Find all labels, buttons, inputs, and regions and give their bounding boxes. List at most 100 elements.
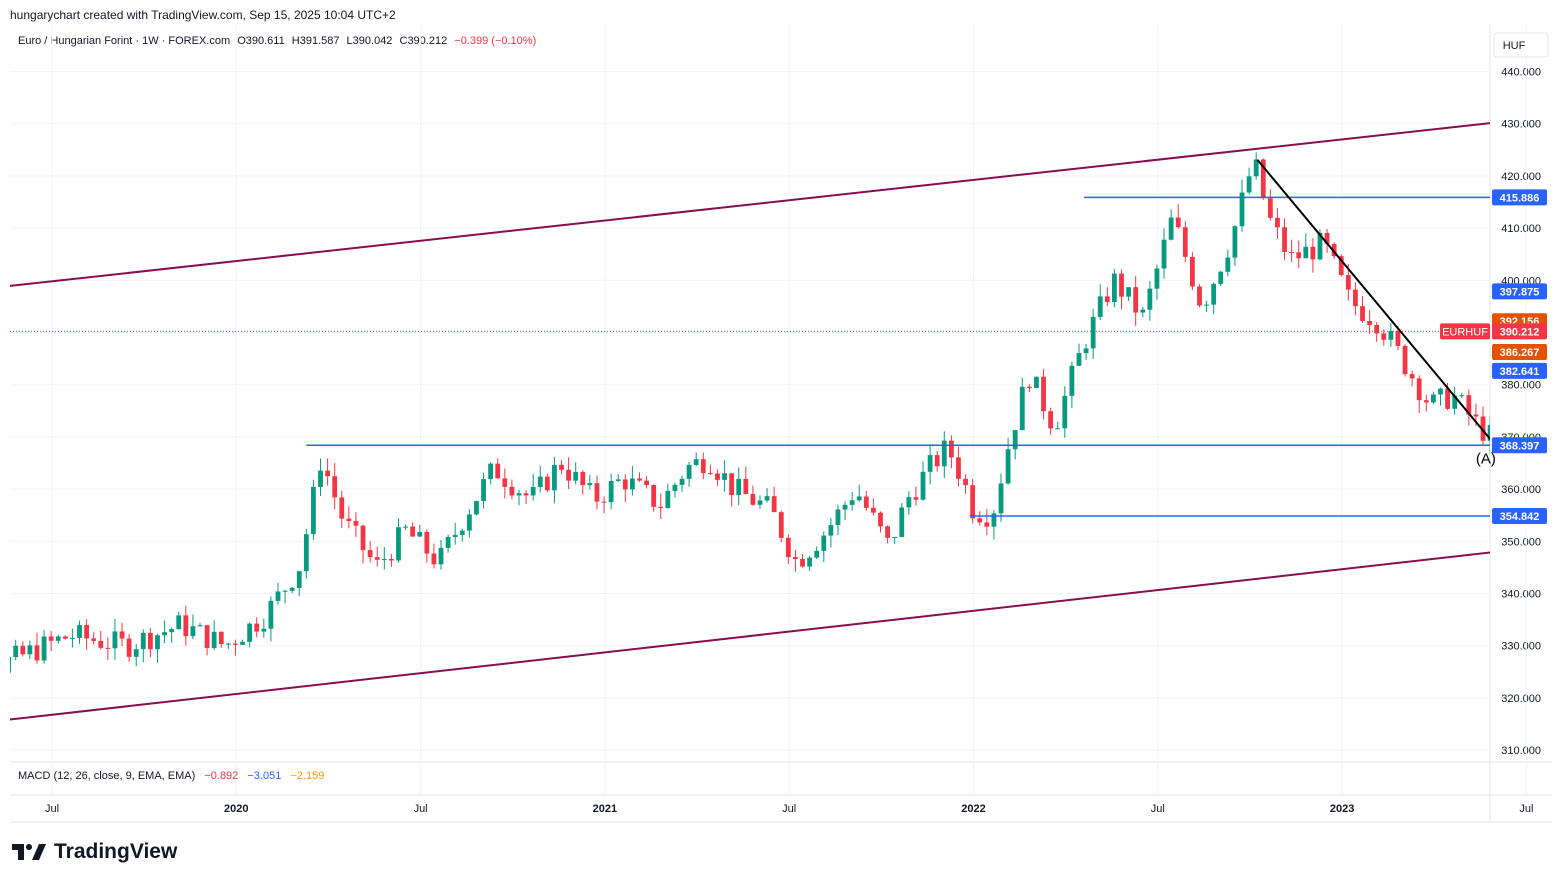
candle-body bbox=[466, 514, 472, 531]
candle-body bbox=[176, 615, 182, 630]
price-tick-label: 330.000 bbox=[1501, 641, 1541, 653]
candle-body bbox=[1331, 243, 1337, 257]
candle-body bbox=[1381, 333, 1387, 340]
candle-body bbox=[55, 636, 61, 641]
candle-body bbox=[1147, 288, 1153, 310]
candle-body bbox=[566, 469, 572, 481]
symbol-tag-bg bbox=[1440, 323, 1490, 340]
candle-body bbox=[268, 600, 274, 629]
candle-body bbox=[41, 636, 47, 661]
price-tick-label: 420.000 bbox=[1501, 171, 1541, 183]
candle-body bbox=[247, 623, 253, 642]
candle-body bbox=[1026, 386, 1032, 388]
candle-body bbox=[1218, 271, 1224, 284]
candle-body bbox=[1473, 414, 1479, 417]
symbol-name[interactable]: Euro / Hungarian Forint · 1W · FOREX.com bbox=[18, 35, 231, 47]
candle-body bbox=[963, 478, 968, 486]
candle-body bbox=[700, 459, 706, 474]
candle-body bbox=[48, 636, 54, 641]
candle-body bbox=[481, 479, 486, 502]
candle-body bbox=[1289, 251, 1295, 253]
candle-body bbox=[303, 534, 309, 572]
candle-body bbox=[417, 531, 423, 537]
candle-body bbox=[1062, 395, 1068, 429]
candle-body bbox=[70, 637, 75, 639]
price-axis-label: 390.212 bbox=[1500, 326, 1540, 338]
macd-label[interactable]: MACD (12, 26, close, 9, EMA, EMA) bbox=[18, 770, 196, 782]
candle-body bbox=[1416, 378, 1422, 401]
tradingview-logo[interactable]: TradingView bbox=[12, 840, 177, 864]
candle-body bbox=[913, 497, 919, 500]
candle-body bbox=[899, 507, 905, 537]
candle-body bbox=[133, 649, 139, 657]
candle-body bbox=[1154, 268, 1160, 289]
candle-body bbox=[771, 496, 777, 513]
low-value: L390.042 bbox=[346, 35, 393, 47]
candle-body bbox=[1197, 286, 1202, 306]
candle-body bbox=[757, 500, 763, 505]
candle-body bbox=[474, 501, 479, 515]
candle-body bbox=[360, 525, 366, 551]
candle-body bbox=[1232, 226, 1238, 258]
candle-body bbox=[509, 486, 515, 496]
macd-value: −0.892 bbox=[204, 770, 239, 782]
candle-body bbox=[459, 530, 465, 535]
candle-body bbox=[630, 478, 635, 490]
candle-body bbox=[1423, 400, 1429, 403]
channel-line[interactable] bbox=[0, 390, 1563, 727]
candle-body bbox=[715, 473, 720, 480]
candle-body bbox=[1516, 420, 1521, 428]
candle-body bbox=[686, 464, 692, 479]
candle-body bbox=[1353, 289, 1358, 307]
candle-body bbox=[1438, 388, 1443, 395]
channel-line[interactable] bbox=[0, 27, 1563, 294]
candle-body bbox=[828, 525, 834, 536]
candle-body bbox=[353, 520, 359, 526]
candle-body bbox=[1055, 428, 1061, 430]
price-axis-label-bg bbox=[1492, 508, 1547, 525]
candle-body bbox=[155, 635, 160, 650]
candle-body bbox=[1048, 411, 1054, 429]
candle-body bbox=[1367, 320, 1373, 325]
candle-body bbox=[218, 631, 224, 644]
candle-body bbox=[948, 440, 954, 458]
candle-body bbox=[183, 615, 189, 637]
price-axis-label-bg bbox=[1492, 343, 1547, 360]
macd-legend[interactable]: MACD (12, 26, close, 9, EMA, EMA) −0.892… bbox=[18, 770, 324, 782]
candle-body bbox=[842, 504, 848, 510]
candle-body bbox=[941, 440, 947, 467]
price-axis-label-bg bbox=[1492, 283, 1547, 300]
candle-body bbox=[162, 632, 167, 636]
high-value: H391.587 bbox=[291, 35, 340, 47]
candle-body bbox=[892, 536, 898, 538]
candle-body bbox=[998, 483, 1004, 514]
candle-body bbox=[1168, 217, 1174, 240]
candle-body bbox=[651, 484, 657, 507]
candle-body bbox=[750, 494, 756, 505]
candle-body bbox=[1480, 416, 1486, 441]
candle-body bbox=[927, 455, 933, 472]
candle-body bbox=[112, 631, 118, 649]
candle-body bbox=[608, 480, 614, 503]
candle-body bbox=[1005, 449, 1011, 484]
candle-body bbox=[1282, 227, 1287, 252]
time-tick-label: Jul bbox=[1151, 803, 1165, 815]
price-axis-label: 382.641 bbox=[1500, 366, 1540, 378]
candle-body bbox=[743, 478, 749, 495]
tradingview-logo-icon bbox=[12, 844, 46, 860]
currency-box[interactable] bbox=[1493, 32, 1549, 58]
candle-body bbox=[34, 645, 40, 661]
macd-signal-value: −3.051 bbox=[247, 770, 282, 782]
candle-body bbox=[445, 537, 451, 548]
macd-histogram-value: −2.159 bbox=[290, 770, 325, 782]
wave-line[interactable] bbox=[1256, 159, 1493, 443]
candle-body bbox=[1175, 217, 1181, 228]
symbol-legend[interactable]: Euro / Hungarian Forint · 1W · FOREX.com… bbox=[18, 35, 536, 47]
time-tick-label: Jul bbox=[45, 803, 59, 815]
time-tick-label: 2023 bbox=[1330, 803, 1354, 815]
candle-body bbox=[502, 478, 508, 487]
close-value: C390.212 bbox=[399, 35, 448, 47]
candle-body bbox=[119, 631, 125, 639]
candle-body bbox=[1445, 388, 1450, 409]
